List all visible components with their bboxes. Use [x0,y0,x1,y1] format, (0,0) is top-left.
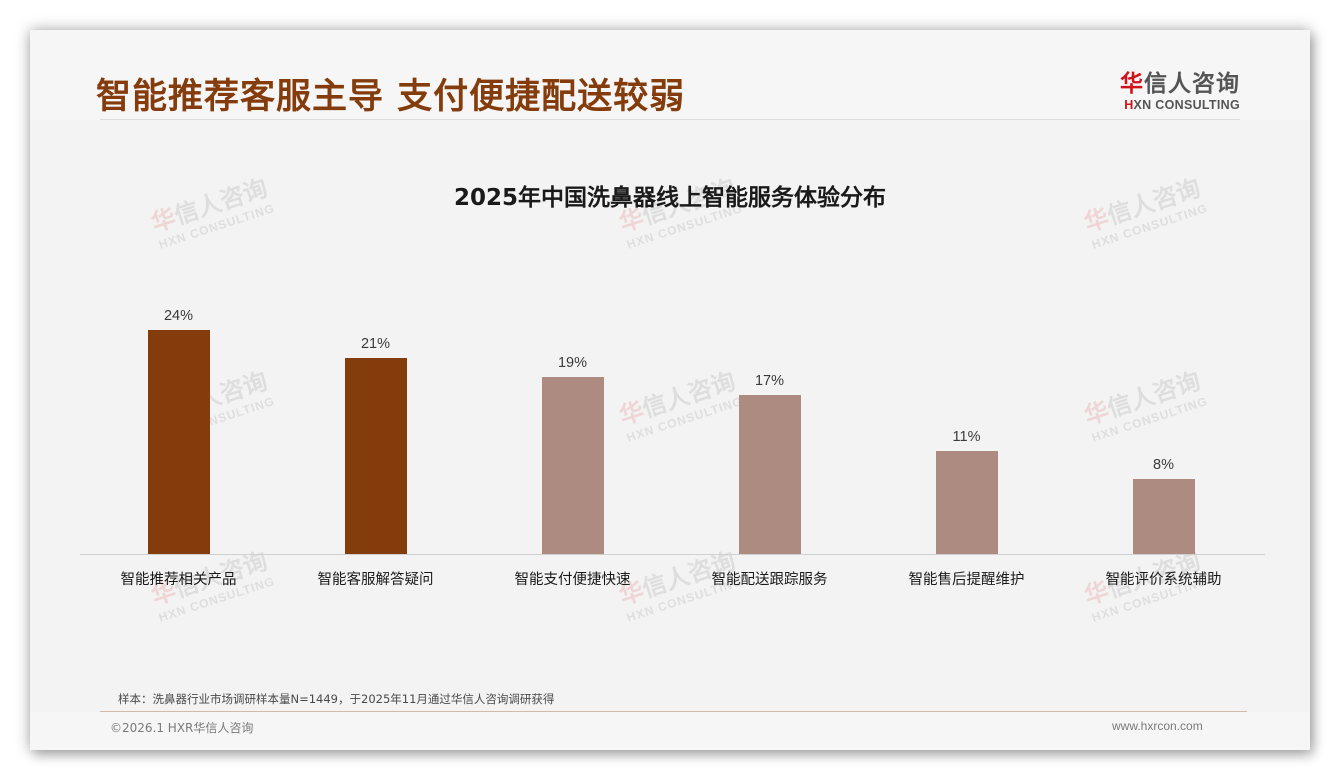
slide: 智能推荐客服主导 支付便捷配送较弱 华信人咨询 HXN CONSULTING 华… [30,30,1310,750]
slide-title: 智能推荐客服主导 支付便捷配送较弱 [96,77,686,117]
website-link[interactable]: www.hxrcon.com [1112,719,1203,733]
header-band [30,30,1310,120]
bar-value-label: 19% [557,355,588,371]
bar-chart-plot: 24% 21% 19% 17% 11% 8% [80,280,1265,555]
logo-en-rest: XN CONSULTING [1133,98,1240,112]
bar-value-label: 11% [952,429,981,445]
copyright-text: ©2026.1 HXR华信人咨询 [110,721,254,735]
bar-group: 11% [868,280,1065,555]
bar[interactable] [738,395,801,554]
company-logo: 华信人咨询 HXN CONSULTING [1110,64,1240,112]
bar[interactable] [935,451,998,554]
bar-group: 24% [80,280,277,555]
category-label: 智能客服解答疑问 [317,572,434,588]
bar-value-label: 24% [163,308,194,324]
bar[interactable] [541,377,604,554]
bar[interactable] [344,358,407,554]
bar-value-label: 21% [360,336,391,352]
footer-band [30,712,1310,750]
category-label: 智能推荐相关产品 [120,572,237,588]
logo-hua-char: 华 [1120,71,1144,97]
sample-note: 样本：洗鼻器行业市场调研样本量N=1449，于2025年11月通过华信人咨询调研… [118,692,555,706]
bar-group: 8% [1065,280,1262,555]
bar-group: 19% [474,280,671,555]
bar[interactable] [147,330,210,554]
logo-h-char: H [1124,98,1134,112]
chart-title: 2025年中国洗鼻器线上智能服务体验分布 [453,185,886,211]
logo-cn-rest: 信人咨询 [1144,71,1240,97]
bar-value-label: 8% [1153,457,1174,473]
bar[interactable] [1132,479,1195,554]
logo-chinese: 华信人咨询 [1110,64,1240,98]
category-label: 智能评价系统辅助 [1105,572,1222,588]
bar-value-label: 17% [754,373,785,389]
footer-divider [100,711,1247,712]
header-divider [100,119,1240,120]
x-axis-baseline [80,554,1265,555]
category-label: 智能支付便捷快速 [514,572,631,588]
bar-group: 17% [671,280,868,555]
logo-english: HXN CONSULTING [1110,98,1240,112]
bar-group: 21% [277,280,474,555]
category-label: 智能配送跟踪服务 [711,572,828,588]
category-label: 智能售后提醒维护 [908,572,1025,588]
